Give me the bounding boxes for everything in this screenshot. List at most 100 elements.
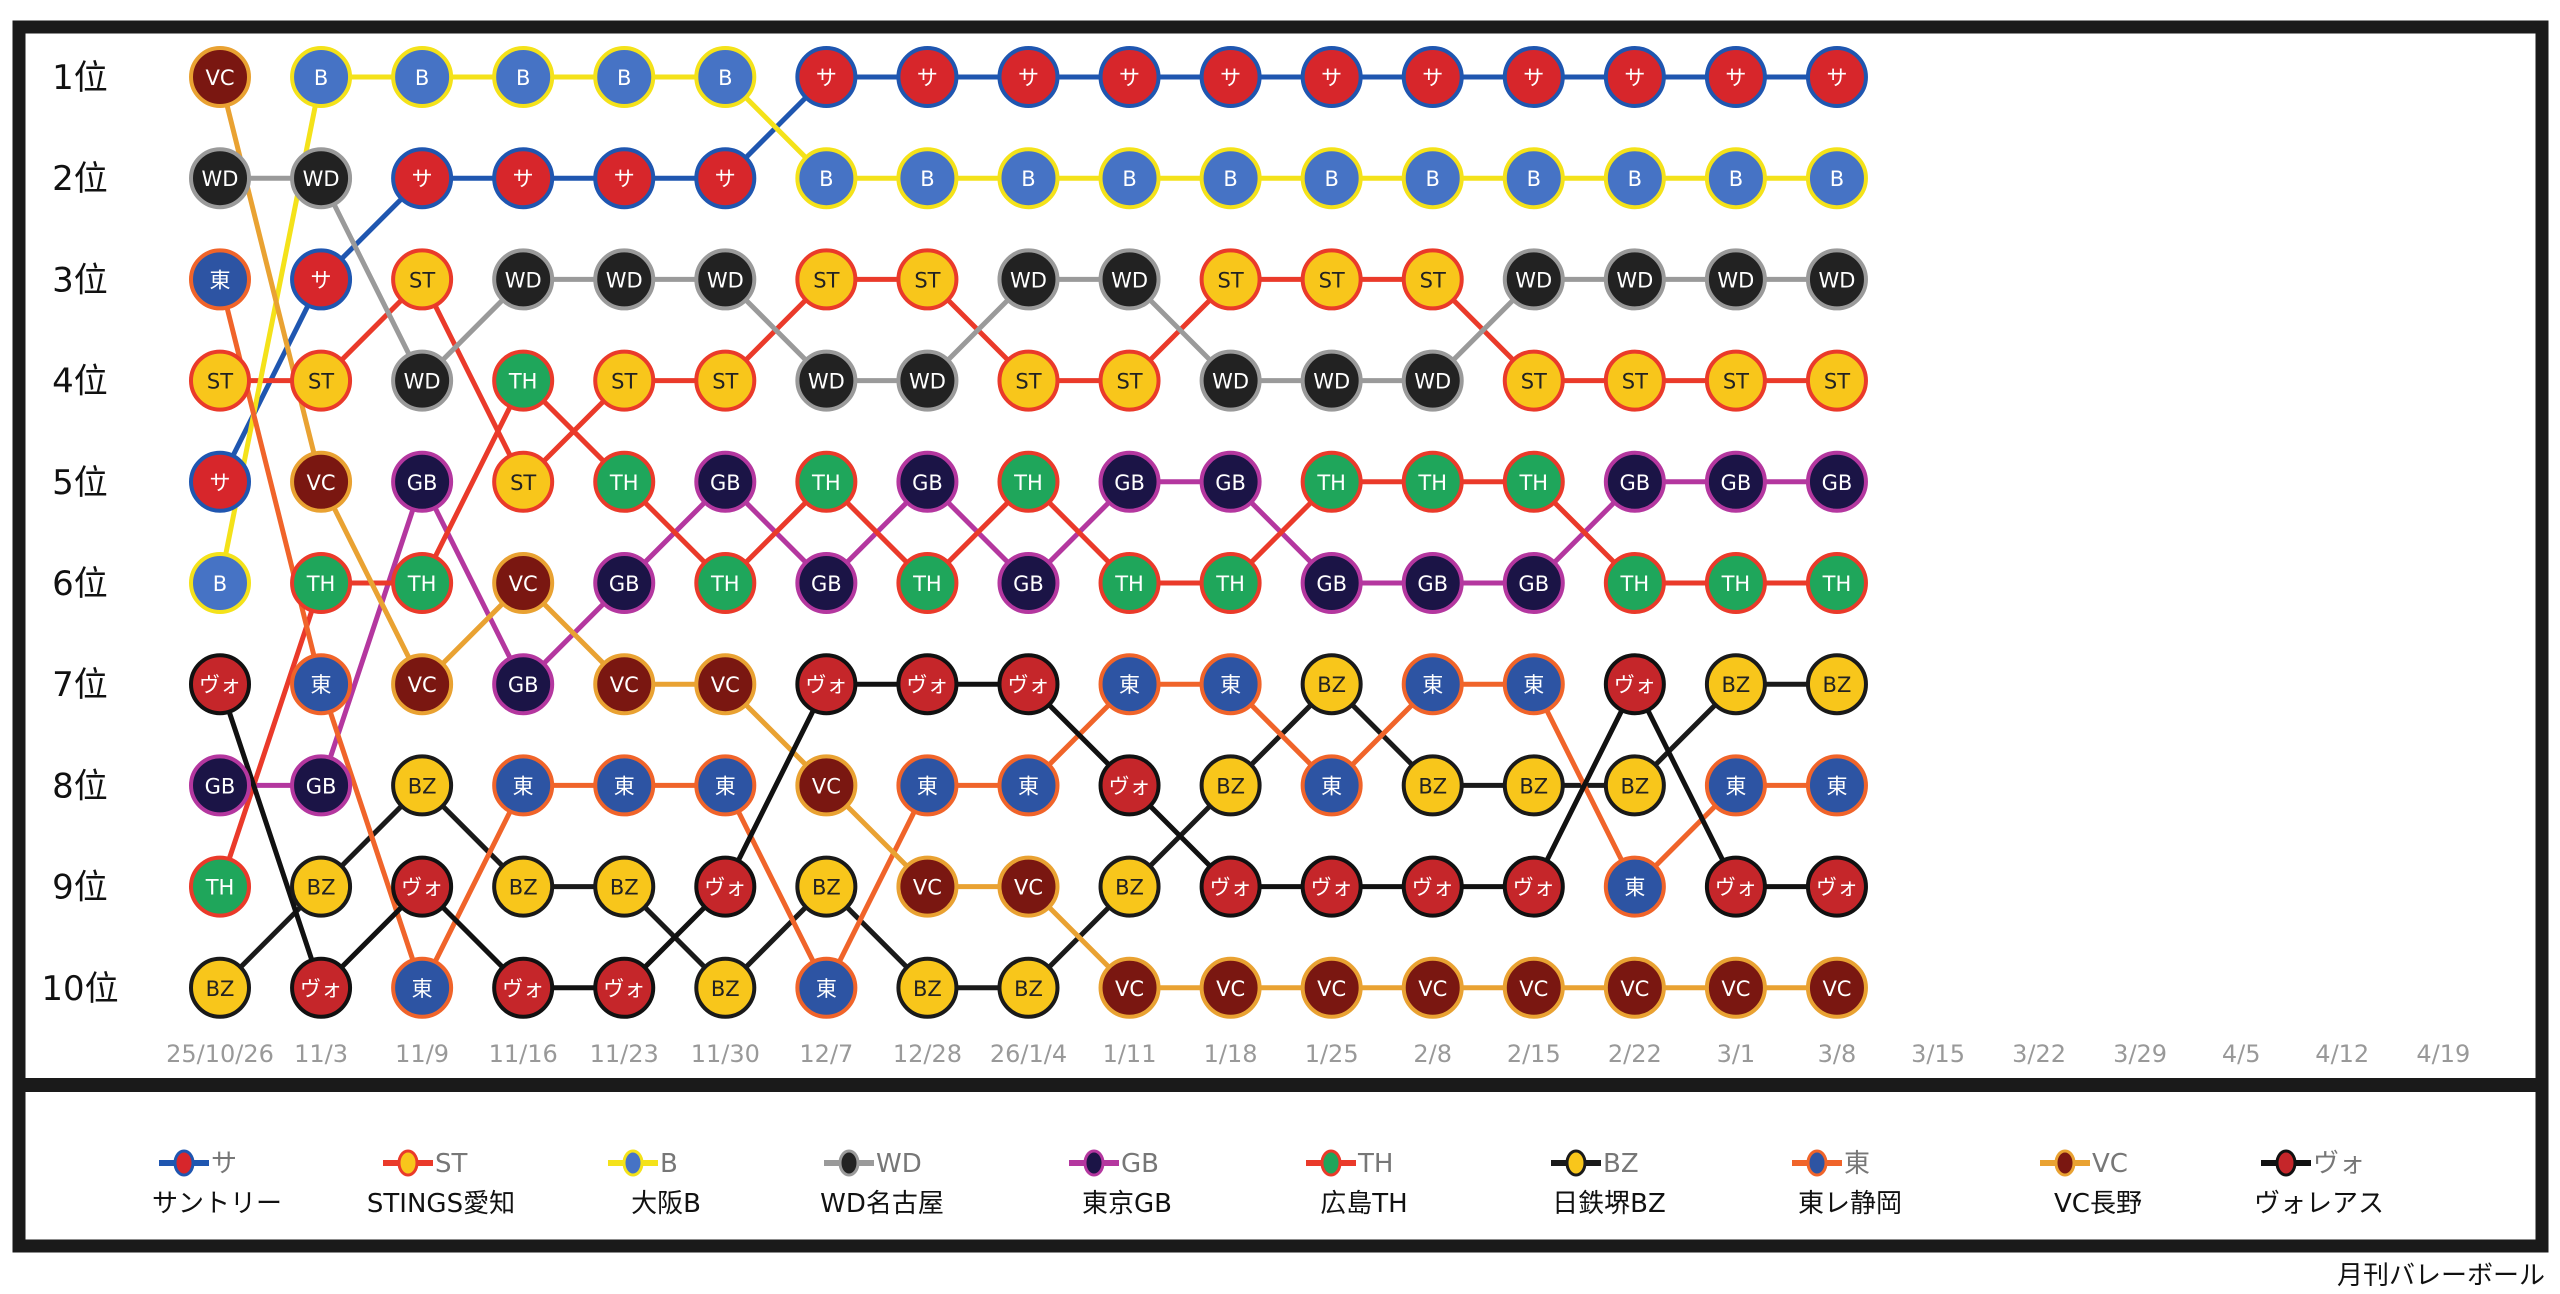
rank-label: 10位 [41, 969, 118, 1009]
team-marker [492, 248, 555, 311]
team-marker-label: 東 [816, 977, 837, 1001]
team-marker-label: B [1729, 167, 1743, 191]
team-marker [492, 552, 555, 614]
data-point: ST [189, 349, 251, 412]
team-marker-label: ST [813, 268, 839, 292]
team-marker-label: WD [202, 167, 239, 191]
data-point: VC [1502, 956, 1565, 1019]
team-marker-label: VC [307, 471, 336, 495]
team-marker-label: サ [1321, 66, 1342, 90]
team-marker [1805, 349, 1868, 412]
team-marker-label: ST [1622, 370, 1648, 394]
team-marker-label: ヴォ [1614, 673, 1656, 697]
team-marker-label: WD [1717, 268, 1754, 292]
team-marker-label: TH [1215, 572, 1245, 596]
team-marker [391, 248, 454, 311]
team-marker [189, 450, 251, 513]
legend-item: ST STINGS愛知 [367, 1149, 515, 1219]
date-tick-label: 11/3 [294, 1040, 348, 1068]
team-marker [391, 450, 454, 513]
rank-label: 4位 [52, 362, 108, 402]
legend-item: BZ 日鉄堺BZ [1551, 1149, 1666, 1219]
data-point: B [1199, 147, 1262, 210]
data-point: 東 [1300, 754, 1363, 817]
team-marker [997, 147, 1060, 210]
date-tick-label: 25/10/26 [166, 1040, 274, 1068]
team-marker [694, 248, 757, 311]
team-marker-label: GB [407, 471, 438, 495]
team-marker-label: GB [912, 471, 943, 495]
team-marker-label: サ [1826, 66, 1847, 90]
team-marker-label: VC [1115, 977, 1144, 1001]
data-point: BZ [795, 855, 858, 918]
team-marker-label: B [920, 167, 934, 191]
data-point: 東 [492, 754, 555, 817]
team-marker [1098, 956, 1161, 1019]
team-marker [1603, 552, 1666, 614]
data-point: WD [896, 349, 959, 412]
team-marker-label: サ [1422, 66, 1443, 90]
team-marker [391, 349, 454, 412]
data-point: B [391, 46, 454, 108]
data-point: WD [795, 349, 858, 412]
team-marker-label: ST [510, 471, 536, 495]
team-marker-label: BZ [913, 977, 942, 1001]
team-marker-label: TH [609, 471, 639, 495]
team-marker-label: WD [1818, 268, 1855, 292]
team-marker [1704, 248, 1767, 311]
data-point: TH [1603, 552, 1666, 614]
data-point: サ [694, 147, 757, 210]
data-point: WD [391, 349, 454, 412]
team-marker-label: ヴォ [502, 977, 544, 1001]
team-marker [1502, 46, 1565, 108]
legend-code: WD [876, 1149, 922, 1179]
team-marker-label: WD [1010, 268, 1047, 292]
team-marker [1300, 552, 1363, 614]
team-marker-label: WD [606, 268, 643, 292]
team-marker [593, 147, 656, 210]
team-marker-label: TH [1013, 471, 1043, 495]
team-marker [1502, 754, 1565, 817]
team-marker [1300, 46, 1363, 108]
team-marker [1603, 653, 1666, 716]
legend-team-name: WD名古屋 [820, 1189, 944, 1219]
data-point: B [593, 46, 656, 108]
data-point: 東 [1502, 653, 1565, 716]
team-marker-label: VC [1418, 977, 1447, 1001]
team-marker [391, 46, 454, 108]
team-marker-label: GB [1721, 471, 1752, 495]
team-marker [795, 754, 858, 817]
team-marker [1805, 855, 1868, 918]
date-tick-label: 4/5 [2222, 1040, 2261, 1068]
team-marker [1300, 855, 1363, 918]
team-marker [290, 653, 353, 716]
data-point: GB [1199, 450, 1262, 513]
team-marker-label: BZ [812, 876, 841, 900]
data-point: ST [1805, 349, 1868, 412]
team-marker [795, 248, 858, 311]
team-marker [593, 653, 656, 716]
rank-label: 3位 [52, 260, 108, 300]
team-marker [1704, 450, 1767, 513]
team-marker [290, 147, 353, 210]
team-marker [492, 349, 555, 412]
data-point: GB [593, 552, 656, 614]
legend-code: BZ [1603, 1149, 1639, 1179]
legend-code: GB [1121, 1149, 1159, 1179]
legend-code: ヴォ [2313, 1149, 2365, 1179]
team-marker [896, 552, 959, 614]
team-marker [795, 855, 858, 918]
data-point: ヴォ [795, 653, 858, 716]
data-point: サ [593, 147, 656, 210]
legend-team-name: VC長野 [2054, 1189, 2142, 1219]
team-marker-label: WD [1414, 370, 1451, 394]
team-marker-label: ヴォ [1513, 876, 1555, 900]
team-marker-label: GB [1013, 572, 1044, 596]
data-point: WD [1502, 248, 1565, 311]
team-marker-label: サ [210, 471, 231, 495]
team-marker-label: TH [811, 471, 841, 495]
team-marker [1098, 552, 1161, 614]
legend-code: 東 [1844, 1149, 1870, 1179]
